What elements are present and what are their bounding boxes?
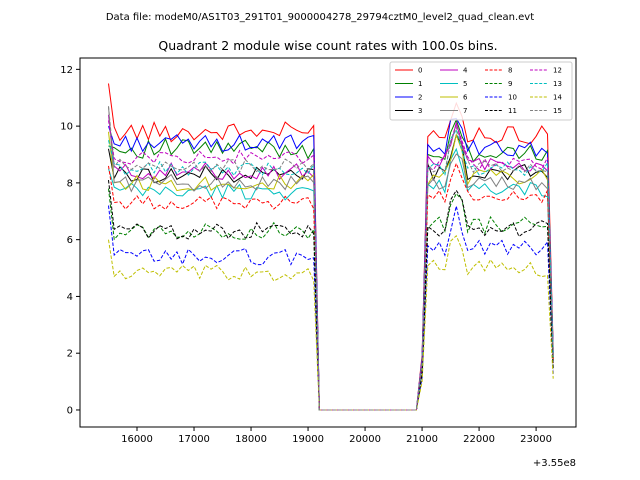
y-tick-label: 10 — [60, 122, 73, 133]
series-line-14 — [108, 234, 554, 411]
legend-label-14: 14 — [553, 94, 562, 102]
legend-label-11: 11 — [508, 107, 517, 115]
legend-label-9: 9 — [508, 80, 512, 88]
series-line-10 — [108, 205, 554, 411]
figure-suptitle: Data file: modeM0/AS1T03_291T01_90000042… — [106, 12, 534, 23]
series-line-15 — [108, 106, 554, 411]
legend-label-8: 8 — [508, 67, 512, 75]
series-line-6 — [108, 131, 554, 411]
chart-title: Quadrant 2 module wise count rates with … — [158, 38, 497, 53]
series-line-4 — [108, 114, 554, 411]
y-tick-label: 8 — [67, 178, 73, 189]
x-tick-label: 19000 — [292, 434, 324, 445]
series-line-0 — [108, 83, 554, 411]
x-offset-label: +3.55e8 — [533, 458, 576, 469]
legend-label-5: 5 — [463, 80, 467, 88]
series-line-7 — [108, 106, 554, 411]
y-tick-label: 0 — [67, 405, 73, 416]
legend-label-13: 13 — [553, 80, 562, 88]
legend-label-6: 6 — [463, 94, 468, 102]
legend-label-15: 15 — [553, 107, 562, 115]
legend-label-3: 3 — [418, 107, 422, 115]
series-line-8 — [108, 162, 554, 411]
x-tick-label: 23000 — [520, 434, 552, 445]
series-line-1 — [108, 118, 554, 411]
x-tick-label: 17000 — [178, 434, 210, 445]
x-tick-label: 18000 — [235, 434, 267, 445]
series-layer — [108, 83, 554, 411]
legend-label-12: 12 — [553, 67, 562, 75]
legend-label-2: 2 — [418, 94, 422, 102]
series-line-11 — [108, 180, 554, 411]
x-tick-label: 21000 — [406, 434, 438, 445]
series-line-3 — [108, 133, 554, 411]
series-line-9 — [108, 188, 554, 411]
x-tick-label: 16000 — [121, 434, 153, 445]
legend-label-0: 0 — [418, 67, 422, 75]
legend-label-7: 7 — [463, 107, 467, 115]
y-tick-label: 6 — [67, 235, 73, 246]
x-tick-label: 20000 — [349, 434, 381, 445]
y-tick-label: 2 — [67, 349, 73, 360]
ticks-layer: 16000 17000 18000 19000 20000 21000 22000 23000… — [60, 65, 552, 445]
legend-label-1: 1 — [418, 80, 422, 88]
y-tick-label: 4 — [67, 292, 73, 303]
legend-label-10: 10 — [508, 94, 517, 102]
series-line-12 — [108, 120, 554, 411]
x-tick-label: 22000 — [463, 434, 495, 445]
axes-frame — [79, 57, 577, 428]
legend-frame — [389, 61, 573, 121]
legend-label-4: 4 — [463, 67, 468, 75]
y-tick-label: 12 — [60, 65, 73, 76]
